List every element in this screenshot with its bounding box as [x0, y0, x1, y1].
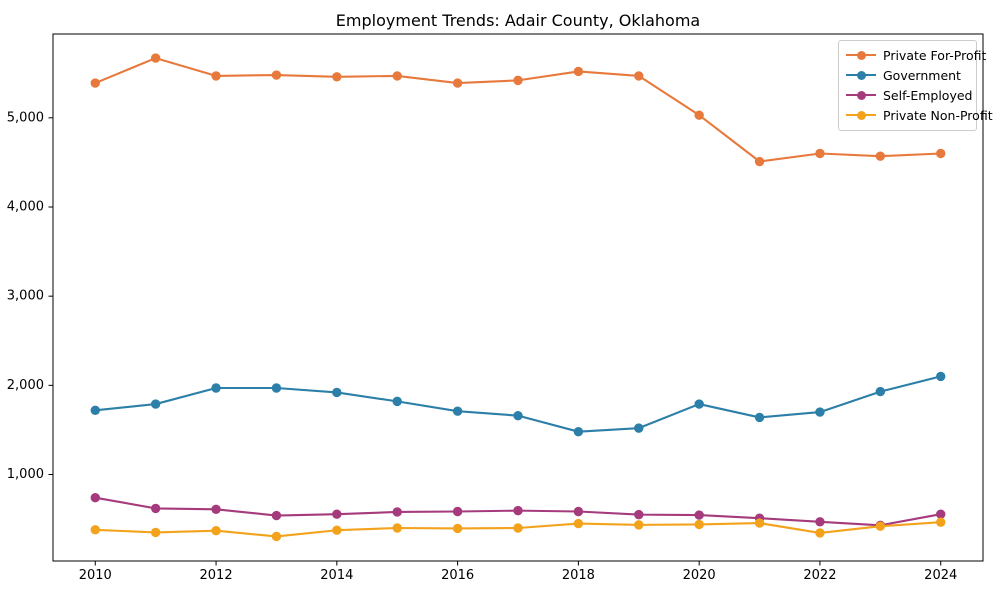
legend-item-private-non-profit: Private Non-Profit — [846, 105, 993, 125]
legend: Private For-Profit Government Self-Employe… — [838, 40, 993, 131]
data-point — [211, 525, 221, 536]
legend-marker-icon — [846, 65, 876, 85]
x-tick-label: 2024 — [924, 568, 957, 583]
data-point — [271, 531, 282, 542]
y-tick-label: 3,000 — [7, 289, 44, 304]
legend-marker-icon — [846, 85, 876, 105]
data-point — [513, 505, 523, 516]
data-point — [694, 510, 704, 520]
x-tick-label: 2010 — [79, 568, 112, 583]
data-point — [90, 78, 100, 88]
data-point — [573, 518, 584, 529]
data-point — [815, 528, 825, 538]
data-point — [754, 156, 765, 167]
x-tick-label: 2022 — [803, 568, 836, 583]
data-point — [815, 517, 825, 527]
plot-border — [52, 33, 984, 562]
data-point — [815, 148, 825, 159]
data-point — [573, 66, 584, 77]
legend-label: Private Non-Profit — [883, 107, 993, 123]
data-point — [754, 518, 765, 528]
data-point — [573, 506, 584, 517]
data-point — [875, 386, 886, 397]
data-point — [150, 399, 161, 409]
data-point — [392, 71, 402, 81]
series-line — [94, 57, 942, 163]
data-point — [332, 387, 342, 398]
legend-item-private-for-profit: Private For-Profit — [846, 45, 986, 65]
data-point — [452, 523, 463, 534]
data-point — [150, 53, 161, 63]
data-point — [936, 148, 946, 159]
data-point — [90, 492, 100, 503]
x-tick-label: 2016 — [441, 568, 474, 583]
data-point — [634, 423, 644, 433]
legend-label: Government — [883, 67, 961, 83]
data-point — [875, 151, 886, 161]
data-point — [875, 521, 886, 531]
data-point — [392, 523, 402, 533]
x-tick-label: 2020 — [683, 568, 716, 583]
series-government — [90, 371, 946, 437]
series-private-non-profit — [90, 517, 946, 542]
data-point — [754, 412, 765, 423]
data-point — [634, 520, 644, 530]
data-point — [452, 506, 463, 517]
legend-marker-icon — [846, 45, 876, 65]
x-tick-label: 2014 — [320, 568, 353, 583]
data-point — [271, 383, 282, 393]
data-point — [452, 78, 463, 88]
data-point — [513, 523, 523, 533]
series-private-for-profit — [90, 53, 946, 167]
data-point — [513, 75, 523, 86]
data-point — [271, 70, 282, 80]
chart-title: Employment Trends: Adair County, Oklahom… — [335, 11, 701, 30]
data-point — [392, 396, 402, 407]
legend-marker-icon — [846, 105, 876, 125]
data-point — [936, 517, 946, 527]
data-point — [332, 509, 342, 519]
legend-label: Self-Employed — [883, 87, 973, 103]
data-point — [634, 71, 644, 81]
data-point — [694, 110, 704, 120]
y-axis: 1,000 2,000 3,000 4,000 5,000 — [7, 110, 53, 482]
legend-label: Private For-Profit — [883, 47, 987, 63]
series-self-employed — [90, 492, 946, 531]
data-point — [694, 519, 704, 530]
data-point — [815, 407, 825, 417]
data-point — [211, 383, 221, 393]
data-point — [694, 399, 704, 409]
data-point — [211, 71, 221, 81]
data-point — [936, 371, 946, 382]
x-axis: 2010 2012 2014 2016 2018 2020 2022 2024 — [79, 561, 957, 583]
data-point — [452, 406, 463, 416]
data-point — [634, 509, 644, 520]
series-line — [94, 375, 942, 433]
data-point — [150, 503, 161, 514]
y-tick-label: 5,000 — [7, 110, 44, 125]
legend-item-self-employed: Self-Employed — [846, 85, 973, 105]
data-point — [211, 504, 221, 514]
data-point — [90, 405, 100, 416]
data-point — [90, 525, 100, 535]
data-point — [513, 410, 523, 421]
data-point — [936, 509, 946, 519]
data-point — [392, 507, 402, 517]
legend-item-government: Government — [846, 65, 970, 85]
x-tick-label: 2018 — [562, 568, 595, 583]
y-tick-label: 4,000 — [7, 199, 44, 214]
x-tick-label: 2012 — [200, 568, 233, 583]
data-point — [271, 510, 282, 521]
data-point — [332, 72, 342, 82]
data-point — [150, 527, 161, 538]
data-point — [573, 427, 584, 437]
data-point — [332, 525, 342, 535]
y-tick-label: 2,000 — [7, 378, 44, 393]
y-tick-label: 1,000 — [7, 467, 44, 482]
